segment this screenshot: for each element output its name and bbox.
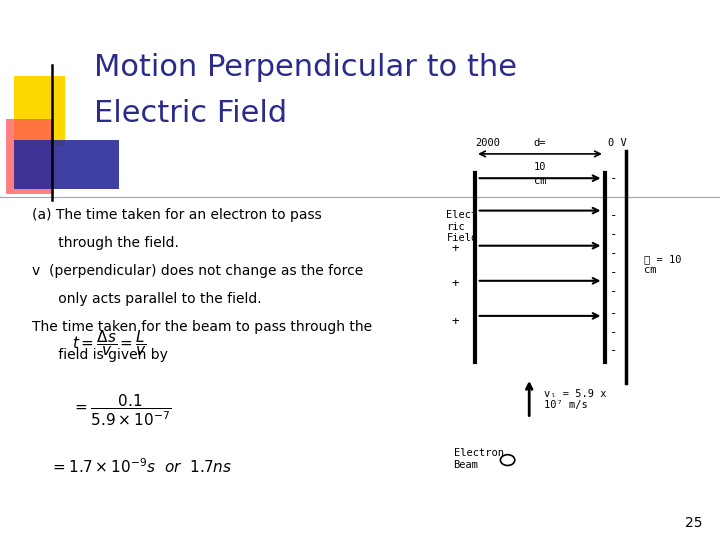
Text: -: -	[610, 228, 617, 241]
Text: -: -	[610, 247, 617, 260]
Text: -: -	[610, 285, 617, 298]
Text: $= \dfrac{0.1}{5.9 \times 10^{-7}}$: $= \dfrac{0.1}{5.9 \times 10^{-7}}$	[72, 393, 171, 428]
Text: d=: d=	[534, 138, 546, 148]
Text: Motion Perpendicular to the: Motion Perpendicular to the	[94, 53, 517, 82]
Text: The time taken for the beam to pass through the: The time taken for the beam to pass thro…	[32, 320, 372, 334]
Text: $= 1.7 \times 10^{-9}s \ \ or \ \ 1.7ns$: $= 1.7 \times 10^{-9}s \ \ or \ \ 1.7ns$	[50, 458, 233, 476]
Text: -: -	[610, 266, 617, 279]
Text: Electric Field: Electric Field	[94, 99, 287, 128]
Text: v  (perpendicular) does not change as the force: v (perpendicular) does not change as the…	[32, 264, 364, 278]
Bar	[14, 140, 119, 189]
Text: 25: 25	[685, 516, 702, 530]
Bar	[6, 119, 54, 194]
Text: 2000: 2000	[475, 138, 500, 148]
Text: -: -	[610, 326, 617, 339]
Text: field is given by: field is given by	[32, 348, 168, 362]
Bar	[14, 76, 65, 146]
Text: cm: cm	[534, 176, 546, 186]
Text: Electron
Beam: Electron Beam	[454, 448, 503, 470]
Text: -: -	[610, 191, 617, 204]
Text: through the field.: through the field.	[32, 236, 179, 250]
Text: $t = \dfrac{\Delta s}{v} = \dfrac{L}{v}$: $t = \dfrac{\Delta s}{v} = \dfrac{L}{v}$	[72, 328, 147, 358]
Text: +: +	[451, 277, 459, 290]
Text: +: +	[451, 315, 459, 328]
Text: -: -	[610, 210, 617, 222]
Text: 0 V: 0 V	[608, 138, 627, 148]
Text: +: +	[451, 242, 459, 255]
Text: ℓ = 10
cm: ℓ = 10 cm	[644, 254, 682, 275]
Text: only acts parallel to the field.: only acts parallel to the field.	[32, 292, 262, 306]
Text: 10: 10	[534, 162, 546, 172]
Text: vₗ = 5.9 x
10⁷ m/s: vₗ = 5.9 x 10⁷ m/s	[544, 389, 606, 410]
Text: -: -	[610, 345, 617, 357]
Text: Elect
ric
Field: Elect ric Field	[446, 210, 477, 244]
Text: -: -	[610, 307, 617, 320]
Text: -: -	[610, 172, 617, 185]
Text: (a) The time taken for an electron to pass: (a) The time taken for an electron to pa…	[32, 208, 322, 222]
